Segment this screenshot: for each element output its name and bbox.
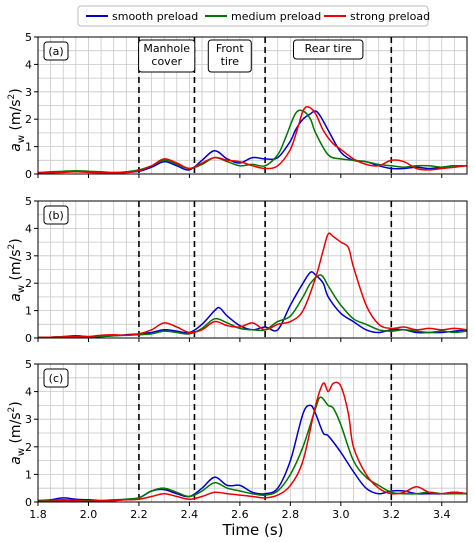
panel-label: (b) bbox=[48, 209, 64, 222]
y-tick-label: 3 bbox=[25, 413, 32, 426]
x-tick-label: 2.2 bbox=[130, 508, 148, 521]
event-label: Rear tire bbox=[305, 42, 352, 55]
y-axis-label-c: aw (m/s2) bbox=[7, 401, 27, 465]
panel-b: 0 1 2 3 4 5 (b) bbox=[25, 195, 468, 345]
y-tick-label: 1 bbox=[25, 468, 32, 481]
y-tick-label: 1 bbox=[25, 141, 32, 154]
x-tick-label: 3.0 bbox=[332, 508, 350, 521]
series-line-strong-preload bbox=[37, 381, 468, 503]
y-axis-label-a: aw (m/s2) bbox=[7, 88, 27, 152]
y-tick-label: 4 bbox=[25, 386, 32, 399]
legend-frame bbox=[77, 5, 429, 27]
y-tick-label: 2 bbox=[25, 277, 32, 290]
event-label-box bbox=[207, 39, 252, 73]
y-tick-label: 0 bbox=[25, 332, 32, 345]
y-tick-label: 5 bbox=[25, 358, 32, 371]
legend: smooth preload medium preload strong pre… bbox=[77, 5, 430, 27]
svg-text:aw (m/s2): aw (m/s2) bbox=[7, 88, 27, 152]
panel-label-box bbox=[43, 205, 69, 225]
panel-label-box bbox=[43, 368, 69, 388]
svg-text:aw (m/s2): aw (m/s2) bbox=[7, 238, 27, 302]
x-axis-label: Time (s) bbox=[222, 521, 284, 539]
series-line-strong-preload bbox=[37, 232, 468, 339]
event-label: Front bbox=[216, 42, 245, 55]
x-tick-label: 2.8 bbox=[282, 508, 300, 521]
y-tick-label: 3 bbox=[25, 86, 32, 99]
y-tick-label: 0 bbox=[25, 496, 32, 509]
y-tick-label: 2 bbox=[25, 441, 32, 454]
legend-label-smooth: smooth preload bbox=[112, 10, 198, 23]
y-tick-label: 4 bbox=[25, 58, 32, 71]
event-label-box bbox=[293, 39, 364, 60]
y-axis-label-b: aw (m/s2) bbox=[7, 238, 27, 302]
axes-frame bbox=[37, 200, 468, 339]
series-line-strong-preload bbox=[37, 106, 468, 174]
y-tick-label: 4 bbox=[25, 222, 32, 235]
panel-c: 0 1 2 3 4 5 1.8 2.0 2.2 2.4 2.6 2.8 3.0 3.2 3.4 (c) bbox=[25, 358, 468, 521]
panel-label: (a) bbox=[48, 45, 63, 58]
x-tick-label: 3.2 bbox=[383, 508, 401, 521]
y-tick-label: 0 bbox=[25, 168, 32, 181]
legend-label-medium: medium preload bbox=[231, 10, 321, 23]
x-tick-label: 3.4 bbox=[433, 508, 451, 521]
event-label: cover bbox=[151, 55, 182, 68]
y-tick-label: 3 bbox=[25, 250, 32, 263]
x-tick-label: 1.8 bbox=[29, 508, 47, 521]
axes-frame bbox=[37, 363, 468, 503]
y-tick-label: 2 bbox=[25, 113, 32, 126]
y-tick-label: 1 bbox=[25, 305, 32, 318]
axes-frame bbox=[37, 36, 468, 175]
y-tick-label: 5 bbox=[25, 195, 32, 208]
svg-text:aw (m/s2): aw (m/s2) bbox=[7, 401, 27, 465]
panel-label-box bbox=[43, 41, 69, 61]
event-label-box bbox=[138, 39, 196, 73]
x-tick-label: 2.4 bbox=[181, 508, 199, 521]
event-label: Manhole bbox=[143, 42, 190, 55]
event-label: tire bbox=[221, 55, 240, 68]
x-tick-label: 2.0 bbox=[80, 508, 98, 521]
series-line-medium-preload bbox=[37, 396, 467, 502]
y-tick-label: 5 bbox=[25, 31, 32, 44]
legend-label-strong: strong preload bbox=[350, 10, 430, 23]
x-tick-label: 2.6 bbox=[231, 508, 249, 521]
panel-label: (c) bbox=[49, 372, 64, 385]
